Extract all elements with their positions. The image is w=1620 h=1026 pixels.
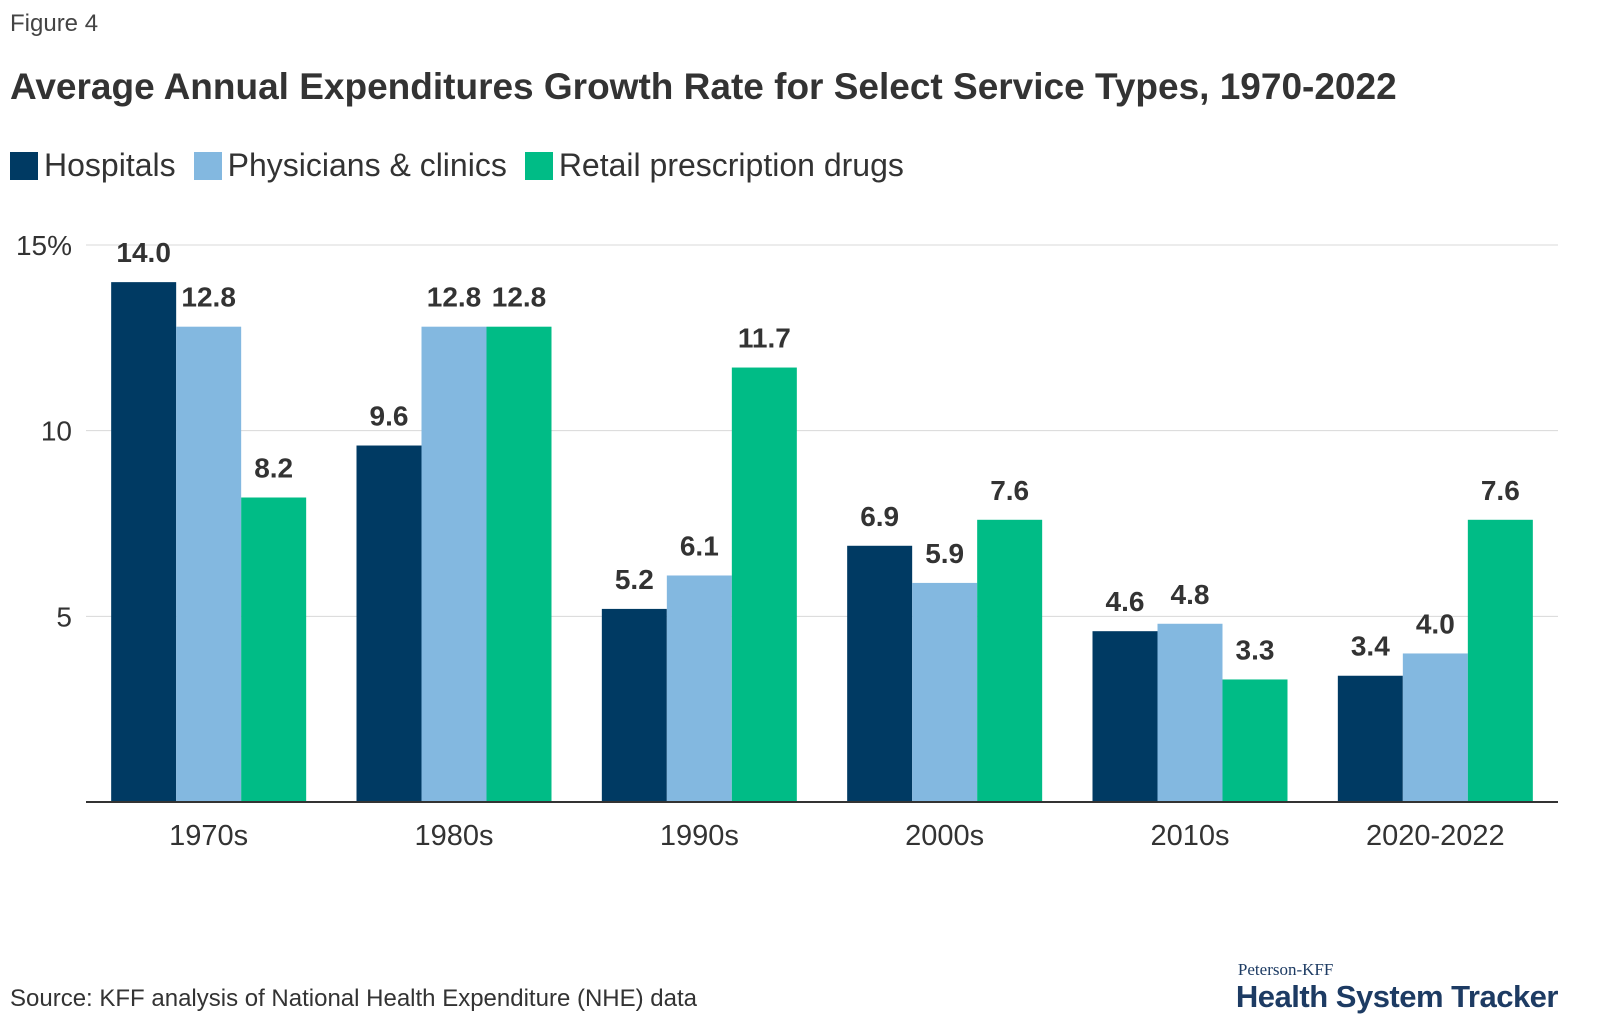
y-tick-label: 10: [41, 416, 72, 447]
data-label: 6.9: [860, 501, 899, 532]
data-label: 3.3: [1236, 634, 1275, 665]
y-tick-label: 15%: [16, 230, 72, 261]
legend-item-hospitals: Hospitals: [10, 147, 176, 184]
data-label: 14.0: [116, 237, 171, 268]
bar: [666, 575, 732, 802]
data-label: 11.7: [738, 323, 791, 354]
data-label: 6.1: [680, 530, 719, 561]
bar: [356, 445, 422, 802]
x-tick-label: 2020-2022: [1366, 820, 1505, 852]
data-label: 7.6: [990, 475, 1029, 506]
x-tick-label: 1980s: [414, 820, 493, 852]
data-label: 12.8: [181, 282, 236, 313]
data-label: 4.6: [1106, 586, 1145, 617]
data-label: 12.8: [427, 282, 482, 313]
data-label: 5.2: [615, 564, 654, 595]
peterson-kff-logo: Peterson-KFF Health System Tracker: [1235, 960, 1559, 1014]
x-tick-label: 1970s: [169, 820, 248, 852]
bar: [1157, 623, 1223, 802]
bar: [241, 497, 307, 802]
data-label: 8.2: [254, 453, 293, 484]
data-label: 9.6: [370, 401, 409, 432]
data-label: 12.8: [492, 282, 547, 313]
bar: [1337, 675, 1403, 802]
bar: [1402, 653, 1468, 802]
data-label: 4.0: [1416, 608, 1455, 639]
y-tick-label: 5: [56, 601, 72, 632]
bar: [421, 326, 487, 802]
x-tick-label: 2000s: [905, 820, 984, 852]
bar: [912, 582, 978, 802]
data-label: 7.6: [1481, 475, 1520, 506]
legend-swatch-hospitals: [10, 151, 38, 180]
data-label: 5.9: [925, 538, 964, 569]
bar: [601, 608, 667, 802]
logo-top-text: Peterson-KFF: [1237, 960, 1334, 979]
bar: [1467, 519, 1533, 802]
legend-label-physicians: Physicians & clinics: [227, 147, 507, 183]
bar: [486, 326, 552, 802]
chart-title: Average Annual Expenditures Growth Rate …: [10, 66, 1397, 107]
logo-main-text: Health System Tracker: [1235, 979, 1559, 1014]
figure-label: Figure 4: [10, 10, 99, 37]
legend-item-drugs: Retail prescription drugs: [524, 147, 904, 184]
bar: [731, 367, 797, 802]
bar: [1092, 631, 1158, 802]
bar: [847, 545, 913, 802]
legend-label-hospitals: Hospitals: [44, 147, 176, 183]
data-label: 4.8: [1171, 579, 1210, 610]
bar: [1222, 679, 1288, 802]
bar: [977, 519, 1043, 802]
bar: [111, 282, 177, 803]
legend-swatch-physicians: [193, 151, 222, 180]
legend-label-drugs: Retail prescription drugs: [558, 147, 904, 183]
legend-swatch-drugs: [524, 151, 553, 180]
source-note: Source: KFF analysis of National Health …: [10, 985, 697, 1012]
data-label: 3.4: [1351, 631, 1390, 662]
x-tick-label: 1990s: [660, 820, 739, 852]
legend: Hospitals Physicians & clinics Retail pr…: [10, 147, 922, 184]
bar: [176, 326, 242, 802]
legend-item-physicians: Physicians & clinics: [193, 147, 507, 184]
x-tick-label: 2010s: [1150, 820, 1229, 852]
